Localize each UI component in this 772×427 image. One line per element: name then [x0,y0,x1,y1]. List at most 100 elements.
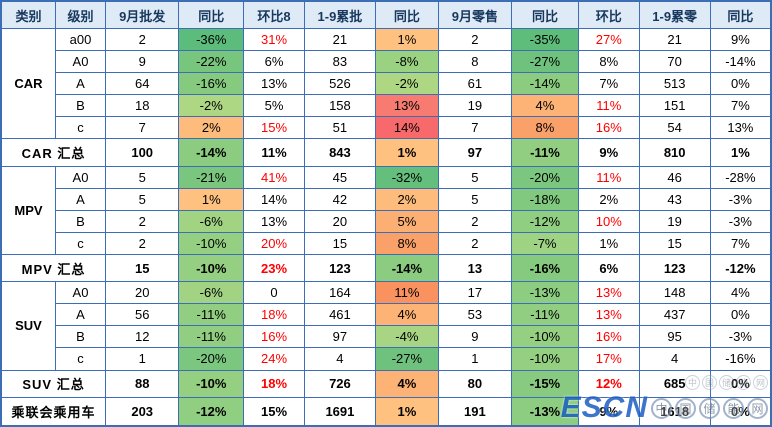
data-cell: 97 [437,138,512,167]
data-cell: 4% [374,303,439,327]
data-cell: 54 [638,116,711,140]
data-cell: 7% [709,231,772,255]
level-cell: B [54,209,107,233]
data-cell: 123 [638,253,711,283]
level-cell: A [54,303,107,327]
table-row: B 2 -6% 13% 20 5% 2 -12% 10% 19 -3% [1,209,772,233]
table-row: A 56 -11% 18% 461 4% 53 -11% 13% 437 0% [1,303,772,327]
data-cell: 16% [243,325,305,349]
data-cell: 95 [638,325,711,349]
data-cell: 9 [437,325,512,349]
data-cell: 64 [105,72,180,96]
data-cell: -28% [709,165,772,189]
total-label: 乘联会乘用车 [0,397,107,427]
total-label: SUV 汇总 [0,369,107,399]
data-cell: 148 [638,281,711,305]
col-header-5: 环比8 [243,0,305,29]
group-cell-mpv: MPV [0,165,56,255]
data-cell: 13% [709,116,772,140]
col-header-10: 环比 [577,0,640,29]
data-cell: 5 [437,165,512,189]
data-cell: 2% [374,187,439,211]
col-header-2: 级别 [54,0,107,29]
table-row: SUV A0 20 -6% 0 164 11% 17 -13% 13% 148 4% [0,281,772,371]
data-cell: 4 [303,347,376,371]
data-cell: 20% [243,231,305,255]
data-cell: 5 [437,187,512,211]
data-cell: -6% [178,281,245,305]
summary-row: CAR 汇总 100 -14% 11% 843 1% 97 -11% 9% 810 1% [0,138,772,167]
data-cell: 461 [303,303,376,327]
data-cell: 15 [638,231,711,255]
data-cell: -7% [510,231,579,255]
data-cell: 12 [105,325,180,349]
data-cell: -16% [709,347,772,371]
data-cell: -21% [178,165,245,189]
data-cell: 80 [437,369,512,399]
data-cell: 1% [709,138,772,167]
data-cell: 53 [437,303,512,327]
data-cell: 6% [243,50,305,74]
data-cell: -10% [178,231,245,255]
data-cell: 1% [577,231,640,255]
data-cell: 9% [577,397,640,427]
data-cell: 7% [577,72,640,96]
data-cell: -3% [709,325,772,349]
data-cell: 15 [303,231,376,255]
data-cell: 2% [577,187,640,211]
data-cell: 23% [243,253,305,283]
table-row: B 18 -2% 5% 158 13% 19 4% 11% 151 7% [1,94,772,118]
data-cell: 15% [243,116,305,140]
data-cell: -11% [178,303,245,327]
level-cell: A0 [54,165,107,189]
data-cell: 5 [105,165,180,189]
data-cell: -6% [178,209,245,233]
data-cell: 97 [303,325,376,349]
data-cell: 61 [437,72,512,96]
summary-row: SUV 汇总 88 -10% 18% 726 4% 80 -15% 12% 685 0% [0,369,772,399]
col-header-7: 同比 [374,0,439,29]
data-cell: -12% [510,209,579,233]
data-cell: -20% [510,165,579,189]
data-cell: -4% [374,325,439,349]
data-cell: 7 [437,116,512,140]
data-cell: 20 [105,281,180,305]
table-row: A0 9 -22% 6% 83 -8% 8 -27% 8% 70 -14% [1,50,772,74]
data-cell: 1618 [638,397,711,427]
data-cell: 15 [105,253,180,283]
level-cell: c [54,231,107,255]
data-cell: 13% [577,281,640,305]
summary-row: MPV 汇总 15 -10% 23% 123 -14% 13 -16% 6% 123 -12% [0,253,772,283]
data-cell: 7% [709,94,772,118]
data-cell: -14% [374,253,439,283]
col-header-9: 同比 [510,0,579,29]
data-cell: 21 [638,27,711,52]
data-cell: -3% [709,187,772,211]
data-cell: 1 [437,347,512,371]
data-cell: 24% [243,347,305,371]
data-cell: 4% [374,369,439,399]
data-cell: 123 [303,253,376,283]
data-cell: 8% [510,116,579,140]
table-body: CAR a00 2 -36% 31% 21 1% 2 -35% 27% 21 9% A0 9 -22% 6% 8… [0,27,772,427]
data-cell: 11% [374,281,439,305]
data-cell: -12% [178,397,245,427]
data-cell: 526 [303,72,376,96]
data-cell: 2 [105,27,180,52]
data-cell: -22% [178,50,245,74]
data-cell: 83 [303,50,376,74]
table-row: CAR a00 2 -36% 31% 21 1% 2 -35% 27% 21 9% [0,27,772,140]
data-cell: 5% [243,94,305,118]
data-cell: -11% [510,138,579,167]
data-cell: 2% [178,116,245,140]
data-cell: 1 [105,347,180,371]
data-cell: 9% [577,138,640,167]
table-row: A 5 1% 14% 42 2% 5 -18% 2% 43 -3% [1,187,772,211]
data-cell: 43 [638,187,711,211]
data-cell: 13 [437,253,512,283]
data-cell: 158 [303,94,376,118]
data-cell: 5 [105,187,180,211]
level-cell: A [54,72,107,96]
col-header-11: 1-9累零 [638,0,711,29]
